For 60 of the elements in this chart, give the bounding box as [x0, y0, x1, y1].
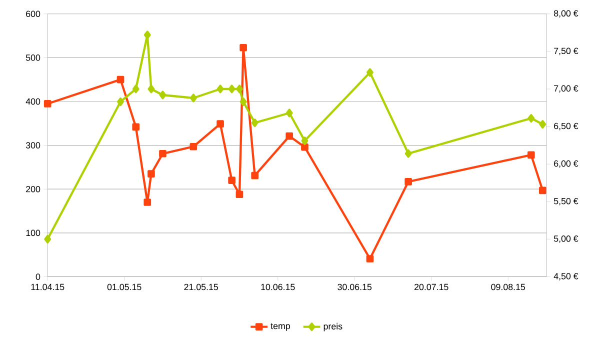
point	[132, 123, 140, 130]
point	[251, 118, 258, 127]
point	[286, 108, 293, 118]
point	[240, 44, 247, 52]
point	[366, 68, 374, 77]
point	[44, 234, 52, 244]
point	[404, 149, 412, 158]
point	[144, 198, 152, 206]
y2-tick-label: 6,50 €	[554, 122, 578, 130]
point	[236, 84, 243, 94]
y-tick-label: 600	[26, 10, 40, 17]
point	[116, 76, 124, 84]
x-tick-label: 21.05.15	[184, 284, 218, 290]
point	[190, 94, 197, 102]
point	[240, 97, 247, 106]
y2-tick-label: 5,00 €	[554, 235, 578, 243]
point	[44, 100, 52, 108]
point	[301, 136, 308, 145]
y-tick-label: 200	[26, 186, 40, 192]
x-tick-label: 01.05.15	[107, 284, 142, 290]
y2-tick-label: 8,00 €	[554, 10, 578, 18]
point	[286, 132, 294, 140]
y2-tick-label: 7,00 €	[554, 85, 578, 93]
point	[538, 186, 546, 194]
x-tick-label: 09.08.15	[491, 284, 526, 290]
point	[228, 84, 236, 94]
y-tick-label: 300	[26, 142, 40, 148]
x-tick-label: 30.06.15	[338, 284, 372, 290]
y2-tick-label: 5,50 €	[554, 198, 578, 206]
y-tick-label: 100	[26, 230, 40, 236]
point	[132, 84, 140, 94]
x-tick-label: 11.04.15	[31, 284, 64, 290]
point	[404, 178, 412, 186]
point	[528, 114, 535, 122]
legend-label: temp	[270, 323, 290, 331]
point	[366, 254, 374, 262]
point	[190, 142, 198, 150]
point	[148, 84, 155, 94]
y2-tick-label: 6,00 €	[554, 160, 578, 168]
point	[228, 176, 236, 184]
point	[539, 120, 546, 128]
point	[301, 143, 308, 151]
x-tick-label: 10.06.15	[261, 284, 295, 290]
point	[236, 190, 244, 198]
point	[144, 30, 151, 40]
point	[216, 120, 224, 128]
point	[117, 97, 124, 106]
y2-tick-label: 4,50 €	[554, 272, 578, 280]
y-tick-label: 400	[26, 98, 40, 105]
point	[159, 90, 166, 100]
point	[148, 170, 155, 178]
point	[216, 84, 224, 94]
point	[251, 172, 258, 180]
point	[527, 151, 535, 158]
x-tick-label: 20.07.15	[414, 284, 448, 290]
y-tick-label: 500	[26, 54, 40, 61]
point	[159, 150, 166, 158]
legend-label: preis	[324, 322, 342, 332]
y2-tick-label: 7,50 €	[554, 48, 578, 55]
y-tick-label: 0	[36, 273, 40, 280]
